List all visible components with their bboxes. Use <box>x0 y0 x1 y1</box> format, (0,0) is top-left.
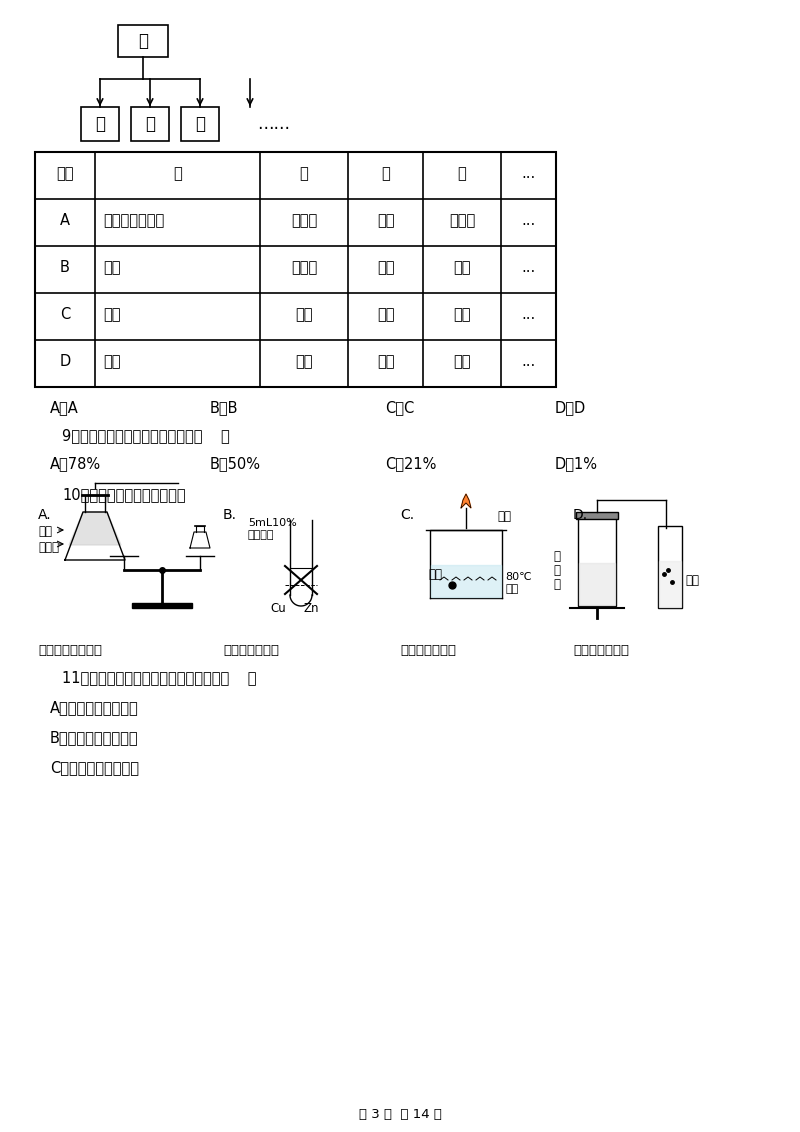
Text: C: C <box>60 307 70 321</box>
Polygon shape <box>132 603 192 608</box>
Text: 镁粉: 镁粉 <box>38 525 52 538</box>
Text: ...: ... <box>522 307 536 321</box>
Text: ...: ... <box>522 354 536 369</box>
Text: 钾肥: 钾肥 <box>454 354 470 369</box>
Text: C．21%: C．21% <box>385 456 436 471</box>
Text: 硫: 硫 <box>553 564 560 577</box>
Text: B.: B. <box>223 508 237 522</box>
Polygon shape <box>65 512 125 560</box>
Text: 氨水: 氨水 <box>454 307 470 321</box>
Text: C．C: C．C <box>385 400 414 415</box>
Text: 纤维素: 纤维素 <box>449 213 475 228</box>
Text: ...: ... <box>522 213 536 228</box>
Text: 11．下列利用空气某成分物理性质的是（    ）: 11．下列利用空气某成分物理性质的是（ ） <box>62 670 257 685</box>
Text: 红磷: 红磷 <box>497 511 511 523</box>
Bar <box>181 108 219 142</box>
Text: B: B <box>60 260 70 275</box>
Text: 溶液: 溶液 <box>103 307 121 321</box>
Text: A.: A. <box>38 508 52 522</box>
Text: D．1%: D．1% <box>555 456 598 471</box>
Polygon shape <box>69 512 121 544</box>
Polygon shape <box>659 561 681 607</box>
Text: Zn: Zn <box>303 602 318 615</box>
Text: 丙: 丙 <box>145 115 155 132</box>
Text: 80℃: 80℃ <box>505 572 532 582</box>
Text: B．50%: B．50% <box>210 456 261 471</box>
Text: A．78%: A．78% <box>50 456 101 471</box>
Text: ...: ... <box>522 260 536 275</box>
Text: B．氮气可以制造化肥: B．氮气可以制造化肥 <box>50 730 138 745</box>
Text: 第 3 页  共 14 页: 第 3 页 共 14 页 <box>358 1108 442 1121</box>
Polygon shape <box>431 565 501 597</box>
Bar <box>576 512 618 518</box>
Text: 盐酸溶液: 盐酸溶液 <box>248 530 274 540</box>
Text: 单质: 单质 <box>103 260 121 275</box>
Text: A．氧气可以供给呼吸: A．氧气可以供给呼吸 <box>50 700 138 715</box>
Text: 丙: 丙 <box>381 166 390 181</box>
Text: C.: C. <box>400 508 414 522</box>
Bar <box>35 152 556 387</box>
Text: 氮肥: 氮肥 <box>295 354 313 369</box>
Text: 甲: 甲 <box>173 166 182 181</box>
Bar <box>658 526 682 608</box>
Text: 选项: 选项 <box>56 166 74 181</box>
Text: ……: …… <box>257 115 290 132</box>
Text: C．干冰用于人工降雨: C．干冰用于人工降雨 <box>50 760 139 775</box>
Text: 糖水: 糖水 <box>377 307 394 321</box>
Text: B．B: B．B <box>210 400 238 415</box>
Text: 9．空气成分按体积计，氧气约占（    ）: 9．空气成分按体积计，氧气约占（ ） <box>62 428 230 443</box>
Text: 验证燃烧需氧气: 验证燃烧需氧气 <box>400 644 456 657</box>
Text: ...: ... <box>522 166 536 181</box>
Text: 丁: 丁 <box>195 115 205 132</box>
Text: 稀: 稀 <box>553 550 560 563</box>
Text: 10．下列实验能达到目的的是: 10．下列实验能达到目的的是 <box>62 487 186 501</box>
Text: D.: D. <box>573 508 588 522</box>
Text: 蛋白质: 蛋白质 <box>291 213 317 228</box>
Text: D: D <box>59 354 70 369</box>
Text: 氮气: 氮气 <box>454 260 470 275</box>
Text: 酸: 酸 <box>553 578 560 591</box>
Text: 甲: 甲 <box>138 32 148 50</box>
Text: Cu: Cu <box>270 602 286 615</box>
Text: 稀硫酸: 稀硫酸 <box>38 541 59 554</box>
Text: 碘酒: 碘酒 <box>295 307 313 321</box>
Text: 5mL10%: 5mL10% <box>248 518 297 528</box>
Text: 水银: 水银 <box>377 260 394 275</box>
Bar <box>81 108 119 142</box>
Bar <box>131 108 169 142</box>
Text: 磷肥: 磷肥 <box>377 354 394 369</box>
Polygon shape <box>579 563 615 604</box>
Bar <box>118 25 168 57</box>
Text: D．D: D．D <box>555 400 586 415</box>
Text: 化肥: 化肥 <box>103 354 121 369</box>
Text: 锌粒: 锌粒 <box>685 574 699 588</box>
Text: 金刚石: 金刚石 <box>291 260 317 275</box>
Text: 白磷: 白磷 <box>428 568 442 581</box>
Text: 比较金属活动性: 比较金属活动性 <box>223 644 279 657</box>
Text: 证明质量守恒定律: 证明质量守恒定律 <box>38 644 102 657</box>
Text: 乙: 乙 <box>95 115 105 132</box>
Text: 丁: 丁 <box>458 166 466 181</box>
Text: A: A <box>60 213 70 228</box>
Text: 乙: 乙 <box>300 166 308 181</box>
Text: 糖类: 糖类 <box>377 213 394 228</box>
Text: A．A: A．A <box>50 400 78 415</box>
Text: 的水: 的水 <box>505 584 518 594</box>
Text: 实验室制备氢气: 实验室制备氢气 <box>573 644 629 657</box>
Bar <box>578 518 616 606</box>
Polygon shape <box>190 532 210 548</box>
Polygon shape <box>461 494 471 508</box>
Text: 人体所需营养素: 人体所需营养素 <box>103 213 164 228</box>
